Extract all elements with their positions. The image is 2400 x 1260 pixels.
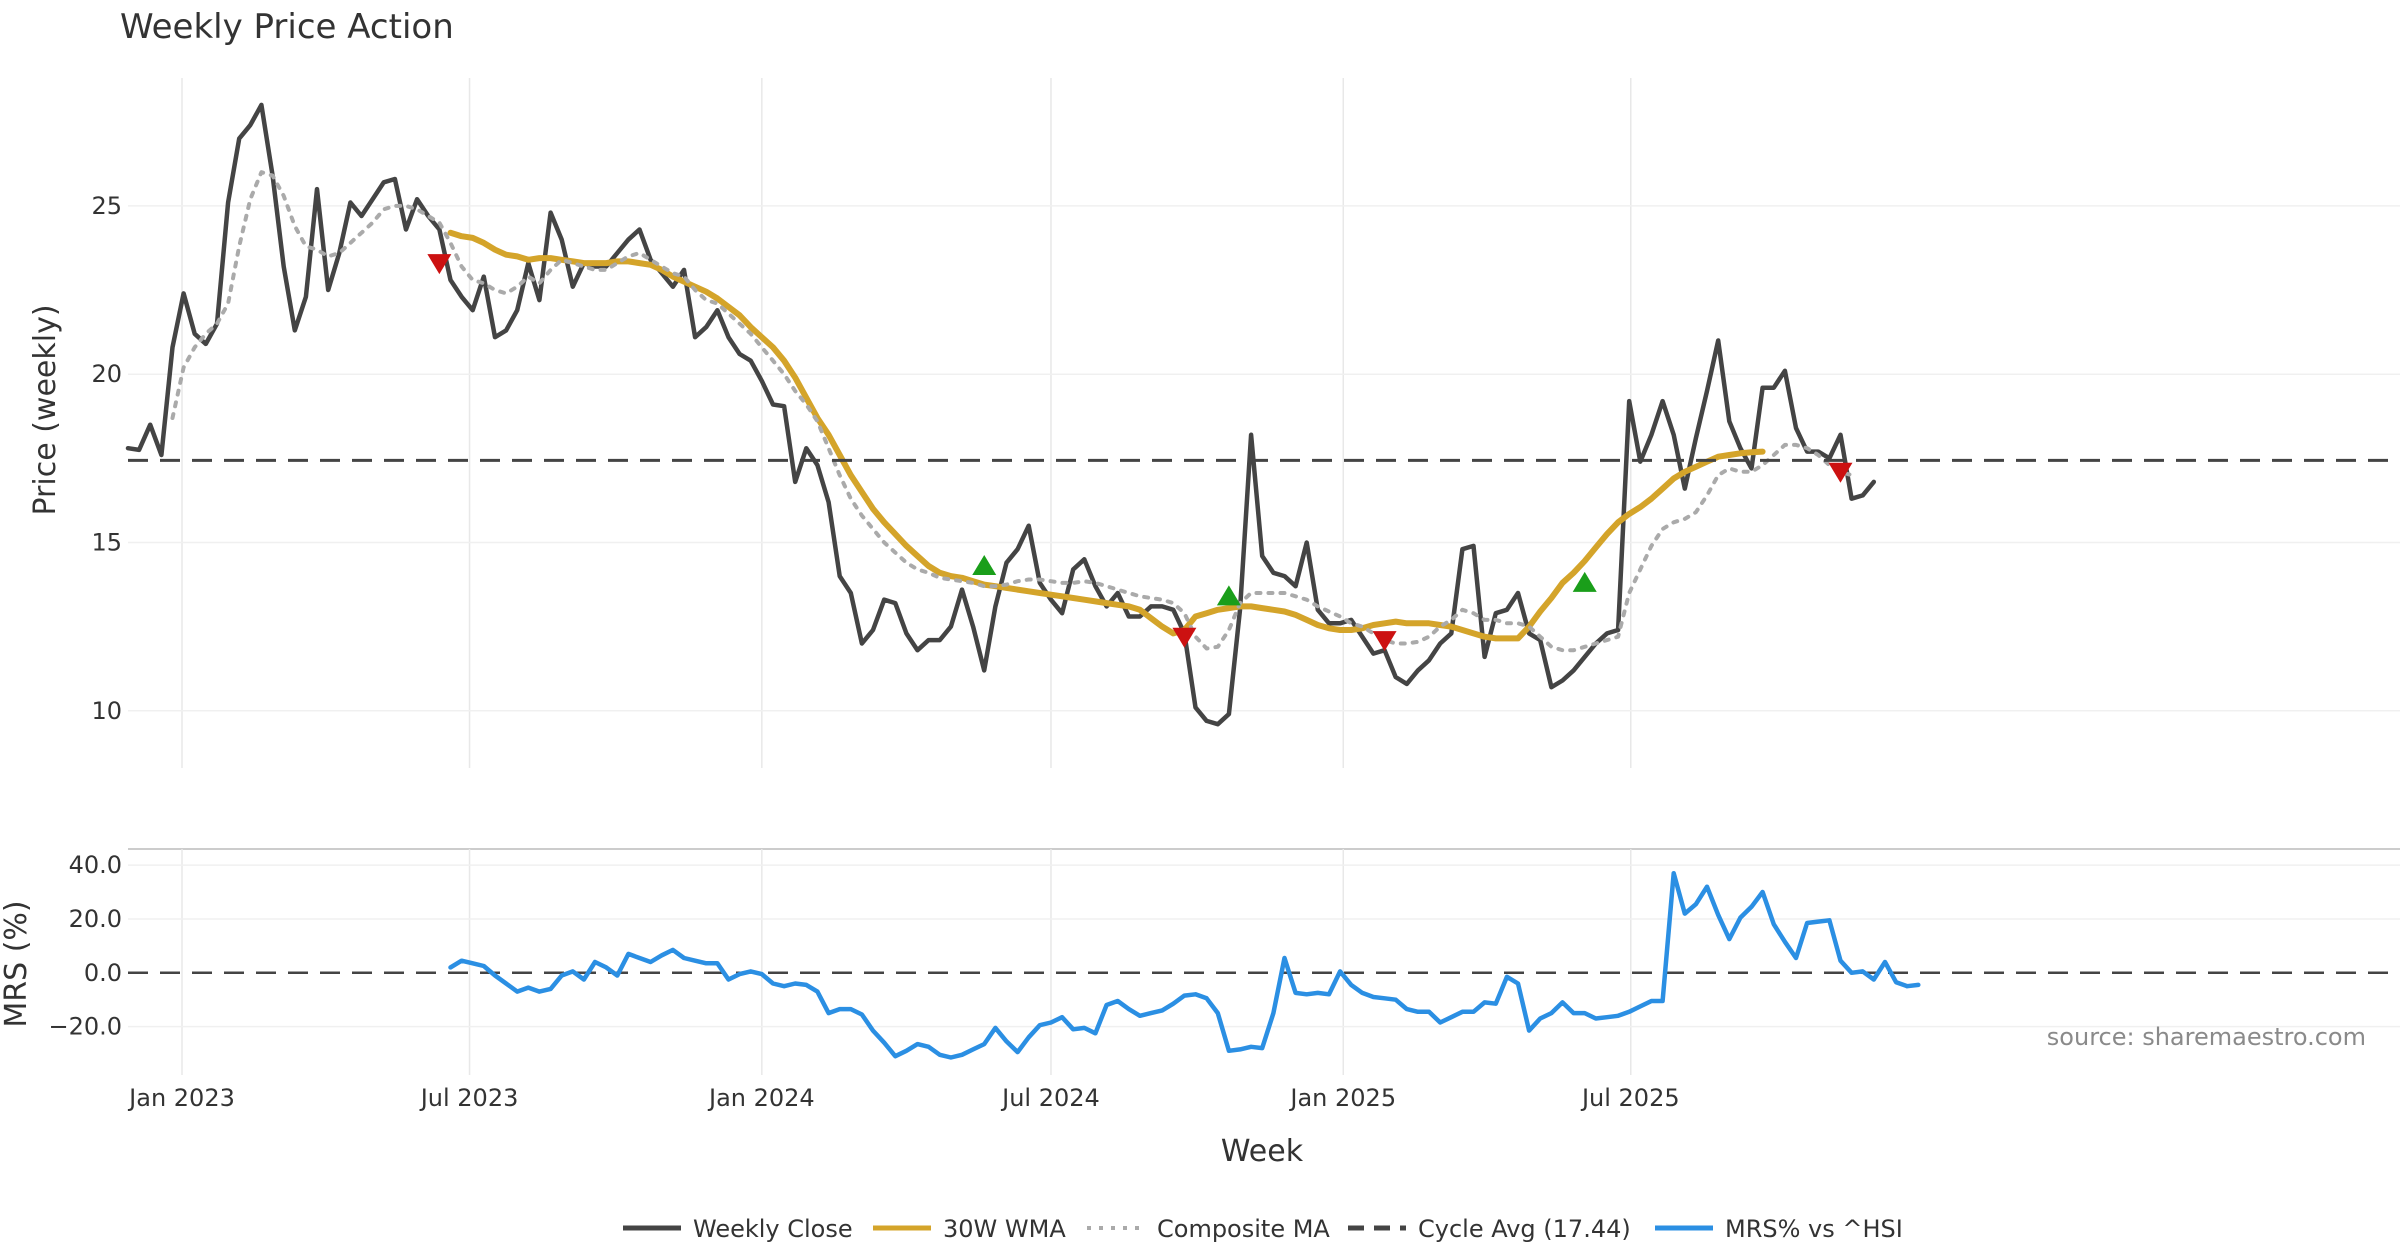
mrs-y-ticks: 40.0 20.0 0.0 −20.0 — [48, 851, 122, 1040]
sell-signal-marker — [1372, 631, 1397, 652]
sell-signal-marker — [1172, 627, 1197, 648]
buy-signal-marker — [1572, 571, 1597, 592]
x-tick-label: Jan 2024 — [707, 1084, 815, 1112]
x-tick-label: Jul 2024 — [1000, 1084, 1100, 1112]
mrs-y-tick-label: 20.0 — [69, 905, 122, 933]
legend-label: Cycle Avg (17.44) — [1418, 1215, 1631, 1243]
sell-signal-marker — [427, 254, 452, 275]
30w-wma-line — [447, 229, 1766, 642]
x-tick-label: Jul 2025 — [1580, 1084, 1680, 1112]
mrs-y-tick-label: 0.0 — [84, 959, 122, 987]
legend: Weekly Close 30W WMA Composite MA Cycle Avg… — [623, 1215, 1903, 1243]
price-gridlines — [128, 78, 2400, 768]
mrs-y-tick-label: 40.0 — [69, 851, 122, 879]
legend-label: Composite MA — [1157, 1215, 1330, 1243]
x-tick-label: Jan 2025 — [1288, 1084, 1396, 1112]
sell-signal-marker — [1828, 462, 1853, 483]
x-tick-label: Jul 2023 — [419, 1084, 519, 1112]
price-y-tick-label: 15 — [91, 528, 122, 556]
buy-signal-marker — [972, 555, 997, 576]
price-y-axis-label: Price (weekly) — [28, 304, 63, 515]
legend-label: 30W WMA — [943, 1215, 1066, 1243]
x-axis-label: Week — [1221, 1134, 1304, 1169]
price-y-tick-label: 20 — [91, 360, 122, 388]
price-y-ticks: 10 15 20 25 — [91, 192, 122, 725]
mrs-series — [128, 870, 2400, 1060]
legend-label: Weekly Close — [693, 1215, 853, 1243]
x-axis-ticks: Jan 2023 Jul 2023 Jan 2024 Jul 2024 Jan 2025… — [127, 1084, 1679, 1112]
price-y-tick-label: 10 — [91, 697, 122, 725]
mrs-line — [448, 870, 1921, 1060]
buy-signal-marker — [1216, 585, 1241, 606]
legend-label: MRS% vs ^HSI — [1725, 1215, 1903, 1243]
mrs-y-axis-label: MRS (%) — [0, 900, 34, 1027]
signal-markers — [427, 254, 1853, 652]
mrs-panel: 40.0 20.0 0.0 −20.0 MRS (%) source: sharema… — [0, 848, 2400, 1075]
mrs-y-tick-label: −20.0 — [48, 1013, 122, 1041]
weekly-close-line — [125, 102, 1877, 727]
chart-title: Weekly Price Action — [120, 7, 454, 47]
source-note: source: sharemaestro.com — [2047, 1023, 2366, 1051]
price-y-tick-label: 25 — [91, 192, 122, 220]
price-series — [125, 102, 2400, 727]
x-tick-label: Jan 2023 — [127, 1084, 235, 1112]
composite-ma-line — [170, 170, 1854, 653]
price-panel: 10 15 20 25 Price (weekly) — [28, 78, 2400, 768]
